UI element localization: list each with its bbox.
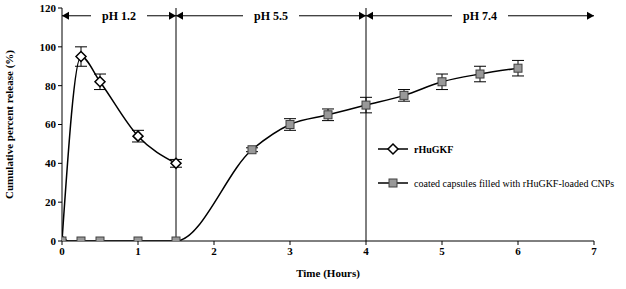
html-text:rHuGKF: rHuGKF xyxy=(414,143,454,155)
svg-text:3: 3 xyxy=(287,245,293,257)
svg-text:Time (Hours): Time (Hours) xyxy=(296,267,360,280)
svg-text:5: 5 xyxy=(439,245,445,257)
svg-text:6: 6 xyxy=(515,245,521,257)
svg-text:2: 2 xyxy=(211,245,217,257)
svg-text:pH 7.4: pH 7.4 xyxy=(463,9,497,23)
svg-text:20: 20 xyxy=(45,196,57,208)
svg-text:80: 80 xyxy=(45,80,57,92)
svg-text:100: 100 xyxy=(40,41,57,53)
svg-text:0: 0 xyxy=(51,235,57,247)
svg-text:Cumulative percent release (%): Cumulative percent release (%) xyxy=(8,50,16,199)
svg-text:40: 40 xyxy=(45,157,57,169)
svg-text:60: 60 xyxy=(45,118,57,130)
svg-text:0: 0 xyxy=(59,245,65,257)
svg-text:120: 120 xyxy=(40,2,57,14)
svg-text:1: 1 xyxy=(135,245,141,257)
html-text:coated capsules filled with rH: coated capsules filled with rHuGKF-loade… xyxy=(414,177,615,189)
svg-text:7: 7 xyxy=(591,245,597,257)
svg-text:4: 4 xyxy=(363,245,369,257)
svg-text:pH 1.2: pH 1.2 xyxy=(102,9,136,23)
svg-text:pH 5.5: pH 5.5 xyxy=(254,9,288,23)
